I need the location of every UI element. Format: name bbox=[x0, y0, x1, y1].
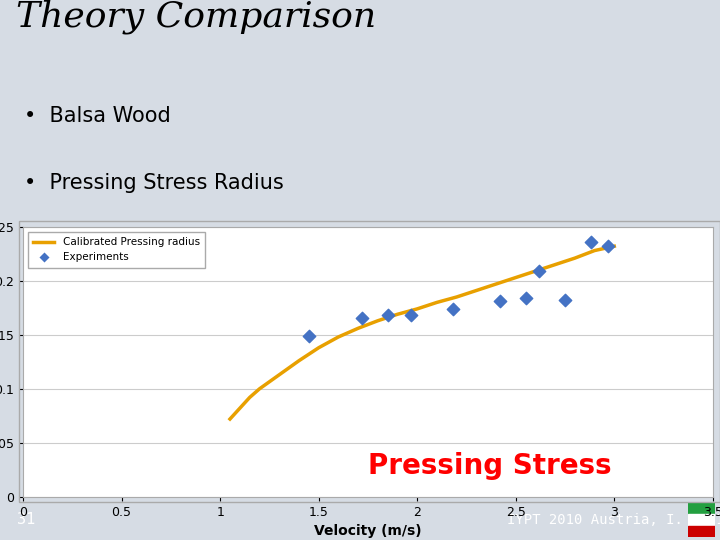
Point bbox=[559, 296, 571, 305]
Bar bbox=[688, 502, 716, 514]
Point bbox=[382, 311, 393, 320]
Point bbox=[494, 297, 505, 306]
Point bbox=[520, 294, 531, 302]
Text: Theory Comparison: Theory Comparison bbox=[16, 0, 376, 35]
Bar bbox=[688, 514, 716, 525]
Point bbox=[585, 238, 596, 246]
Point bbox=[534, 267, 545, 275]
Text: 31: 31 bbox=[17, 512, 35, 527]
Text: •  Balsa Wood: • Balsa Wood bbox=[24, 106, 171, 126]
Point bbox=[447, 305, 459, 313]
Bar bbox=[688, 525, 716, 537]
Text: •  Pressing Stress Radius: • Pressing Stress Radius bbox=[24, 173, 284, 193]
Text: IYPT 2010 Austria, I. R. Iran: IYPT 2010 Austria, I. R. Iran bbox=[507, 513, 720, 526]
Text: Pressing Stress: Pressing Stress bbox=[368, 451, 611, 480]
X-axis label: Velocity (m/s): Velocity (m/s) bbox=[314, 524, 422, 538]
Point bbox=[356, 313, 368, 322]
Point bbox=[405, 311, 417, 320]
Legend: Calibrated Pressing radius, Experiments: Calibrated Pressing radius, Experiments bbox=[28, 232, 205, 268]
Point bbox=[603, 242, 614, 251]
Point bbox=[303, 332, 315, 340]
